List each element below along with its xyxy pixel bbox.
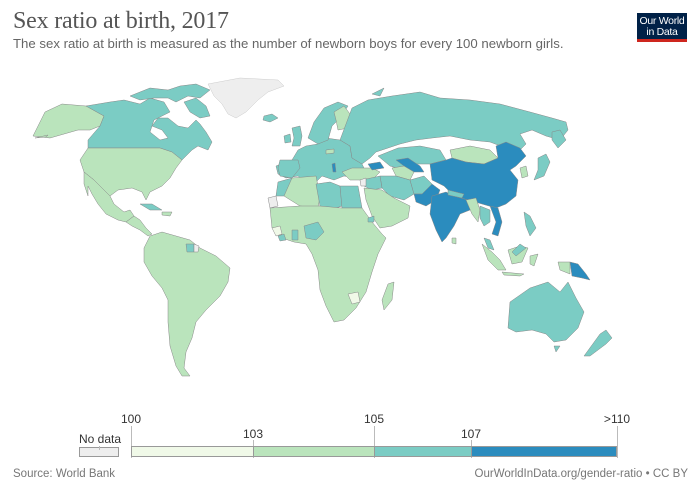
region-eritrea (367, 215, 375, 223)
legend-bin-100-103[interactable] (131, 446, 253, 457)
region-french-guiana (193, 243, 200, 253)
region-australia[interactable] (507, 281, 585, 343)
region-nigeria[interactable] (303, 221, 325, 241)
no-data-tick (99, 446, 100, 450)
region-cuba[interactable] (139, 203, 163, 211)
legend-bin-105-107[interactable] (374, 446, 471, 457)
region-philippines[interactable] (523, 211, 537, 237)
region-papua-new-guinea[interactable] (569, 261, 591, 281)
region-liberia (277, 233, 287, 242)
tick-110 (617, 426, 618, 458)
region-south-america[interactable] (143, 231, 231, 377)
region-albania[interactable] (331, 162, 337, 173)
region-korea[interactable] (519, 165, 529, 179)
region-japan[interactable] (533, 153, 551, 181)
region-turkey[interactable] (341, 167, 381, 181)
tick-label-110: >110 (603, 412, 631, 426)
region-sabah (511, 243, 527, 257)
region-novaya-zemlya (371, 87, 385, 97)
region-iceland[interactable] (262, 113, 279, 123)
world-map[interactable] (0, 62, 700, 412)
tick-label-100: 100 (120, 412, 142, 426)
region-aleutian (34, 134, 49, 139)
tick-label-105: 105 (363, 412, 385, 426)
region-kamchatka (551, 129, 567, 149)
region-azerbaijan[interactable] (367, 161, 385, 171)
region-western-sahara[interactable] (267, 195, 279, 209)
region-turkmenistan (391, 165, 415, 181)
tick-label-107: 107 (460, 427, 482, 441)
region-new-zealand[interactable] (583, 329, 613, 357)
region-sub-saharan-africa[interactable] (269, 205, 387, 323)
source-note: Source: World Bank (13, 468, 116, 480)
region-sierra-leone[interactable] (271, 225, 283, 237)
legend-bin-107-110[interactable] (471, 446, 617, 457)
region-egypt[interactable] (339, 185, 363, 209)
chart-subtitle: The sex ratio at birth is measured as th… (13, 36, 564, 51)
color-legend: No data 100 103 105 107 >110 (0, 410, 700, 462)
region-greenland[interactable] (207, 77, 285, 119)
logo-line-1: Our World (639, 15, 685, 27)
no-data-label: No data (79, 432, 122, 446)
region-zimbabwe[interactable] (347, 291, 361, 305)
region-java (501, 271, 525, 277)
region-thailand[interactable] (479, 205, 491, 227)
region-sri-lanka[interactable] (451, 237, 457, 245)
logo-line-2: in Data (646, 26, 678, 38)
region-suriname[interactable] (185, 243, 195, 253)
tick-105 (374, 426, 375, 458)
region-iran[interactable] (379, 175, 415, 201)
region-myanmar[interactable] (465, 197, 481, 223)
region-malaysia[interactable] (483, 237, 495, 251)
source-url-link[interactable]: OurWorldInData.org/gender-ratio • CC BY (474, 468, 688, 480)
region-canada-baffin (183, 97, 211, 119)
region-hungary (325, 148, 335, 155)
region-madagascar[interactable] (381, 281, 395, 311)
tick-label-103: 103 (242, 427, 264, 441)
region-west-papua (557, 261, 571, 275)
region-sulawesi (529, 253, 539, 267)
region-vietnam[interactable] (489, 205, 503, 237)
region-ireland (283, 133, 292, 144)
legend-bin-103-105[interactable] (253, 446, 374, 457)
owid-logo[interactable]: Our World in Data (637, 13, 687, 42)
region-canada-arctic (129, 83, 211, 103)
tick-100 (131, 426, 132, 458)
region-hispaniola (161, 211, 173, 217)
region-israel (359, 177, 367, 187)
region-arabian-peninsula[interactable] (363, 187, 411, 229)
chart-title: Sex ratio at birth, 2017 (13, 8, 229, 34)
region-tasmania (553, 345, 561, 353)
region-central-america[interactable] (125, 215, 153, 237)
region-nepal[interactable] (447, 189, 465, 199)
region-uk[interactable] (291, 125, 303, 147)
region-sumatra[interactable] (481, 243, 507, 271)
region-ghana[interactable] (291, 229, 299, 241)
